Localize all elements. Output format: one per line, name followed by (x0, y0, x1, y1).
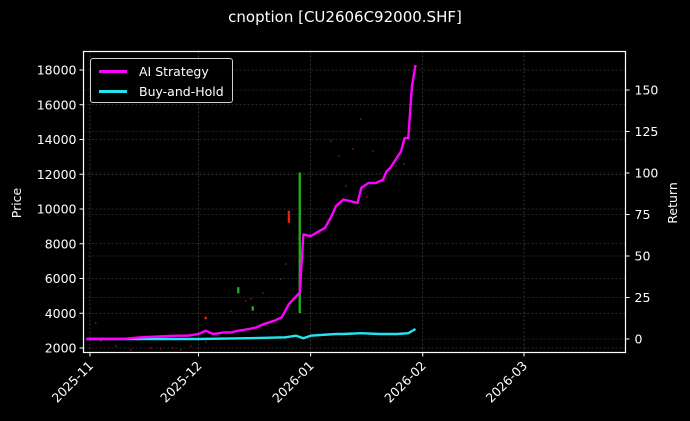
legend-label: Buy-and-Hold (139, 83, 224, 99)
y-tick-left: 10000 (37, 202, 77, 217)
y-tick-right: 75 (635, 207, 651, 222)
y-tick-right: 100 (635, 166, 659, 181)
y-axis-left: 2000 4000 6000 8000 10000 12000 14000 16000 1800… (37, 63, 84, 356)
candle (298, 172, 301, 314)
candle (237, 287, 240, 294)
x-tick: 2026-03 (483, 358, 531, 406)
candle (251, 306, 254, 311)
legend-item-buy-and-hold: Buy-and-Hold (99, 82, 224, 100)
y-tick-left: 2000 (45, 341, 77, 356)
series-lines (86, 64, 417, 341)
plot-frame (82, 50, 627, 354)
x-tick: 2025-12 (157, 358, 205, 406)
price-candles (95, 118, 405, 351)
y-tick-left: 12000 (37, 167, 77, 182)
y-axis-left-label: Price (9, 187, 24, 218)
chart-title: cnoption [CU2606C92000.SHF] (228, 8, 462, 26)
legend-swatch-buy-and-hold-icon (99, 89, 127, 93)
y-tick-left: 18000 (37, 63, 77, 78)
x-tick: 2026-02 (381, 358, 429, 406)
legend-label: AI Strategy (139, 63, 209, 79)
y-tick-right: 50 (635, 249, 651, 264)
y-axis-right: 0 25 50 75 100 125 150 (625, 83, 659, 347)
y-tick-left: 16000 (37, 97, 77, 112)
series-line-ai-strategy (86, 64, 417, 341)
x-axis: 2025-11 2025-12 2026-01 2026-02 2026-03 (49, 352, 531, 406)
legend-swatch-ai-strategy-icon (99, 69, 127, 73)
series-line-buy-and-hold (86, 327, 417, 341)
x-tick: 2025-11 (49, 358, 97, 406)
y-tick-left: 14000 (37, 132, 77, 147)
y-tick-right: 25 (635, 290, 651, 305)
y-tick-left: 8000 (45, 236, 77, 251)
y-tick-left: 4000 (45, 306, 77, 321)
legend-item-ai-strategy: AI Strategy (99, 62, 209, 80)
y-tick-right: 125 (635, 124, 659, 139)
x-tick: 2026-01 (269, 358, 317, 406)
y-tick-left: 6000 (45, 271, 77, 286)
candle (287, 210, 291, 223)
y-tick-right: 0 (635, 332, 643, 347)
y-tick-right: 150 (635, 83, 659, 98)
y-axis-right-label: Return (665, 182, 680, 223)
candle (204, 316, 207, 320)
legend: AI Strategy Buy-and-Hold (90, 58, 233, 103)
